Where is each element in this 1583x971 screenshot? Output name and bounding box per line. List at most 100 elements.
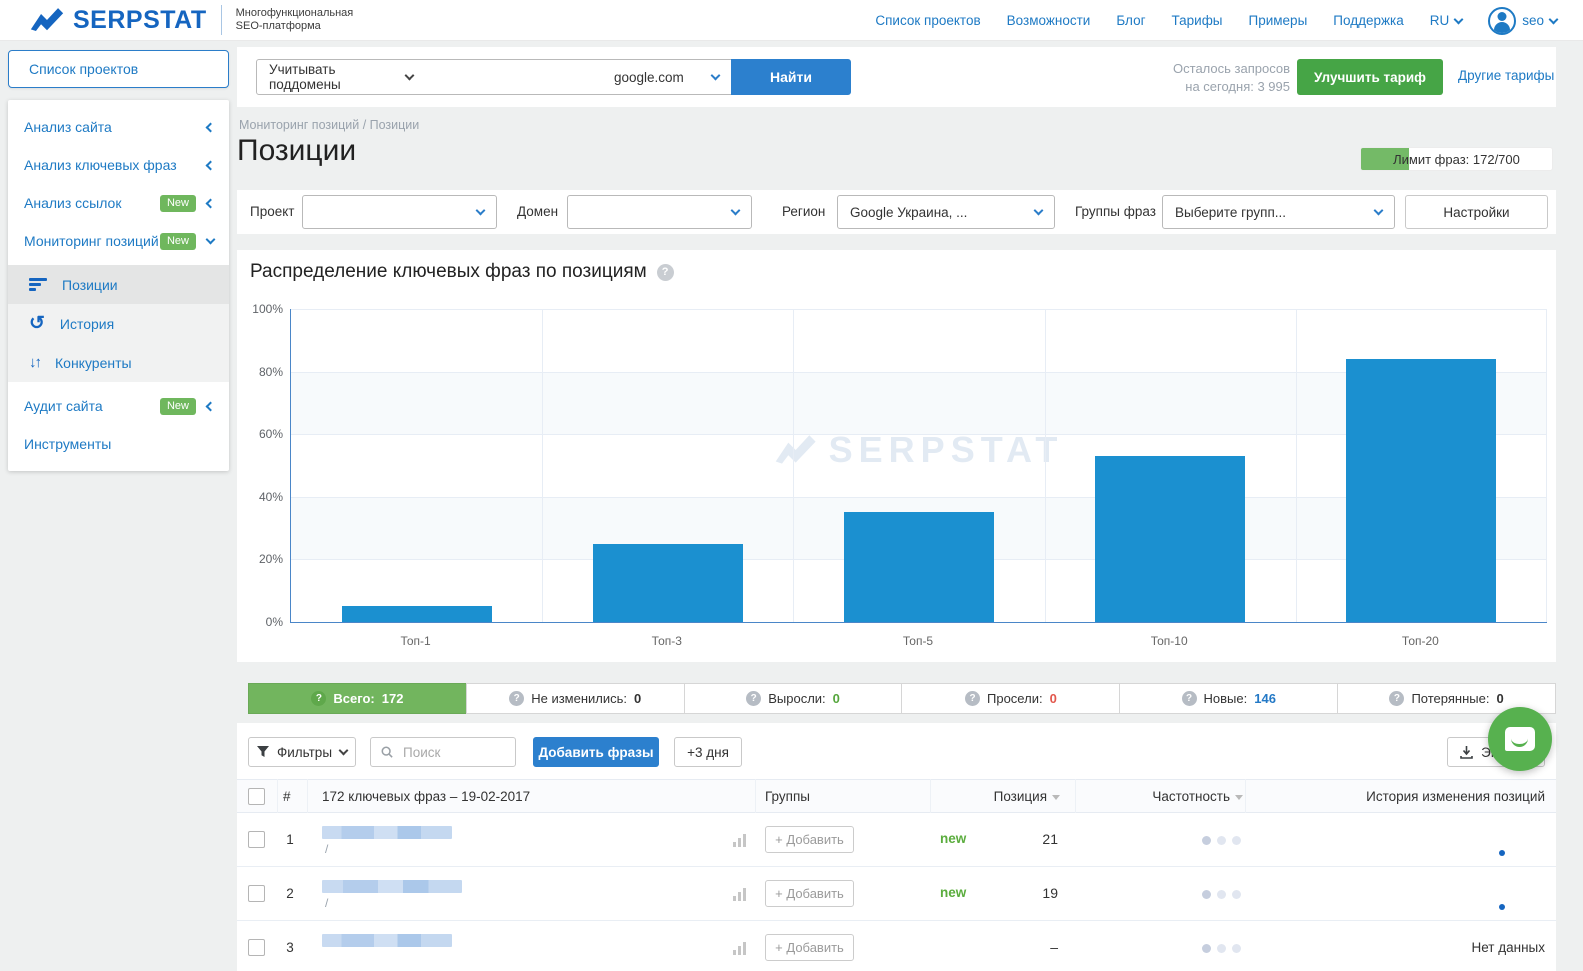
mini-chart-icon[interactable] — [733, 941, 746, 955]
region-select[interactable]: Google Украина, ... — [837, 195, 1055, 229]
language-selector[interactable]: RU — [1430, 13, 1463, 28]
chart-bar-Топ-10 — [1095, 456, 1245, 622]
user-menu[interactable]: seo — [1488, 7, 1557, 35]
frequency-loading-dots — [1202, 836, 1241, 845]
stats-tab-3[interactable]: ?Просели:0 — [901, 683, 1120, 714]
stats-tab-value: 0 — [634, 691, 641, 706]
submenu-item-label: История — [60, 316, 114, 332]
row-checkbox[interactable] — [248, 831, 265, 848]
serpstat-watermark-icon — [775, 434, 817, 466]
chevron-down-icon — [339, 746, 349, 756]
mini-chart-icon[interactable] — [733, 833, 746, 847]
project-select[interactable] — [302, 195, 497, 229]
gridline — [1296, 309, 1297, 622]
stats-tab-0[interactable]: ?Всего:172 — [248, 683, 467, 714]
top-navigation: Список проектов Возможности Блог Тарифы Прим… — [875, 0, 1557, 41]
y-axis-tick: 20% — [237, 552, 283, 566]
x-axis-label: Топ-1 — [366, 634, 466, 648]
add-group-button[interactable]: + Добавить — [765, 934, 854, 961]
submenu-item-0[interactable]: Позиции — [8, 265, 229, 304]
sidebar-item-0[interactable]: Анализ сайта — [8, 108, 229, 146]
upgrade-plan-button[interactable]: Улучшить тариф — [1297, 59, 1443, 95]
serpstat-logo-icon — [30, 7, 64, 33]
chart-title: Распределение ключевых фраз по позициям — [250, 261, 647, 283]
subdomains-select[interactable]: Учитывать поддомены — [256, 59, 426, 95]
sidebar-item-label: Мониторинг позиций — [24, 233, 159, 249]
nav-link-4[interactable]: Примеры — [1249, 13, 1308, 28]
nav-link-1[interactable]: Возможности — [1007, 13, 1091, 28]
mini-chart-icon[interactable] — [733, 887, 746, 901]
chart-bar-Топ-1 — [342, 606, 492, 622]
chevron-down-icon — [711, 71, 721, 81]
nav-link-0[interactable]: Список проектов — [875, 13, 980, 28]
add-phrases-button[interactable]: Добавить фразы — [533, 737, 659, 767]
column-header-frequency[interactable]: Частотность — [1123, 789, 1243, 804]
x-axis-label: Топ-5 — [868, 634, 968, 648]
nav-link-2[interactable]: Блог — [1116, 13, 1145, 28]
table-row-2: 2/+ Добавитьnew19 — [237, 867, 1556, 921]
column-header-position[interactable]: Позиция — [940, 789, 1060, 804]
phrase-limit-badge: Лимит фраз: 172/700 — [1360, 147, 1553, 171]
chevron-down-icon — [476, 206, 486, 216]
new-badge: New — [160, 398, 196, 415]
stats-tab-1[interactable]: ?Не изменились:0 — [466, 683, 685, 714]
column-header-phrases: 172 ключевых фраз – 19-02-2017 — [322, 789, 530, 804]
stats-tab-value: 0 — [1496, 691, 1503, 706]
add-group-button[interactable]: + Добавить — [765, 880, 854, 907]
stats-tab-value: 146 — [1254, 691, 1276, 706]
sidebar-item-3[interactable]: Мониторинг позицийNew — [8, 222, 229, 260]
select-all-checkbox[interactable] — [248, 788, 265, 805]
nav-link-5[interactable]: Поддержка — [1333, 13, 1403, 28]
phrase-groups-select[interactable]: Выберите групп... — [1162, 195, 1395, 229]
y-axis-tick: 0% — [237, 615, 283, 629]
new-position-badge: new — [940, 831, 966, 846]
stats-tab-label: Всего: — [333, 691, 374, 706]
gridline — [1045, 309, 1046, 622]
chat-bubble-icon — [1505, 727, 1535, 751]
stats-tab-value: 172 — [382, 691, 404, 706]
sidebar-item-4[interactable]: Аудит сайтаNew — [8, 387, 229, 425]
sidebar-menu: Анализ сайта Анализ ключевых фразАнализ с… — [8, 100, 229, 471]
sidebar-item-label: Анализ сайта — [24, 119, 112, 135]
gridline — [542, 309, 543, 622]
find-button[interactable]: Найти — [731, 59, 851, 95]
gridline — [1546, 309, 1547, 622]
stats-tab-4[interactable]: ?Новые:146 — [1119, 683, 1338, 714]
help-icon: ? — [1182, 691, 1197, 706]
domain-query-input[interactable] — [425, 59, 603, 95]
settings-button[interactable]: Настройки — [1405, 195, 1548, 229]
submenu-item-1[interactable]: ↺ История — [8, 304, 229, 343]
history-point — [1499, 850, 1505, 856]
page-title: Позиции — [237, 134, 356, 168]
sidebar-item-2[interactable]: Анализ ссылокNew — [8, 184, 229, 222]
frequency-loading-dots — [1202, 944, 1241, 953]
plus-days-button[interactable]: +3 дня — [674, 737, 742, 767]
table-search-input[interactable] — [401, 744, 505, 761]
domain-label: Домен — [517, 204, 558, 219]
projects-list-button[interactable]: Список проектов — [8, 50, 229, 88]
add-group-button[interactable]: + Добавить — [765, 826, 854, 853]
sidebar-item-5[interactable]: Инструменты — [8, 425, 229, 463]
table-filters-button[interactable]: Фильтры — [248, 737, 356, 767]
help-icon: ? — [965, 691, 980, 706]
row-checkbox[interactable] — [248, 885, 265, 902]
nav-link-3[interactable]: Тарифы — [1172, 13, 1223, 28]
stats-tab-2[interactable]: ?Выросли:0 — [684, 683, 903, 714]
row-checkbox[interactable] — [248, 939, 265, 956]
search-icon — [381, 745, 393, 759]
help-icon[interactable]: ? — [657, 264, 674, 281]
table-search — [370, 737, 516, 767]
positions-icon — [29, 278, 47, 291]
chat-widget-button[interactable] — [1488, 707, 1552, 771]
x-axis-label: Топ-10 — [1119, 634, 1219, 648]
sidebar-item-1[interactable]: Анализ ключевых фраз — [8, 146, 229, 184]
serpstat-app: SERPSTAT Многофункциональная SEO-платфор… — [0, 0, 1583, 971]
gridline — [291, 309, 1547, 310]
serpstat-logo[interactable]: SERPSTAT Многофункциональная SEO-платфор… — [30, 5, 353, 35]
search-engine-select[interactable]: google.com — [602, 59, 732, 95]
domain-select[interactable] — [567, 195, 752, 229]
submenu-item-2[interactable]: ↓↑Конкуренты — [8, 343, 229, 382]
keyword-url-path: / — [325, 842, 328, 856]
history-icon: ↺ — [29, 315, 45, 333]
other-plans-link[interactable]: Другие тарифы — [1458, 68, 1554, 83]
